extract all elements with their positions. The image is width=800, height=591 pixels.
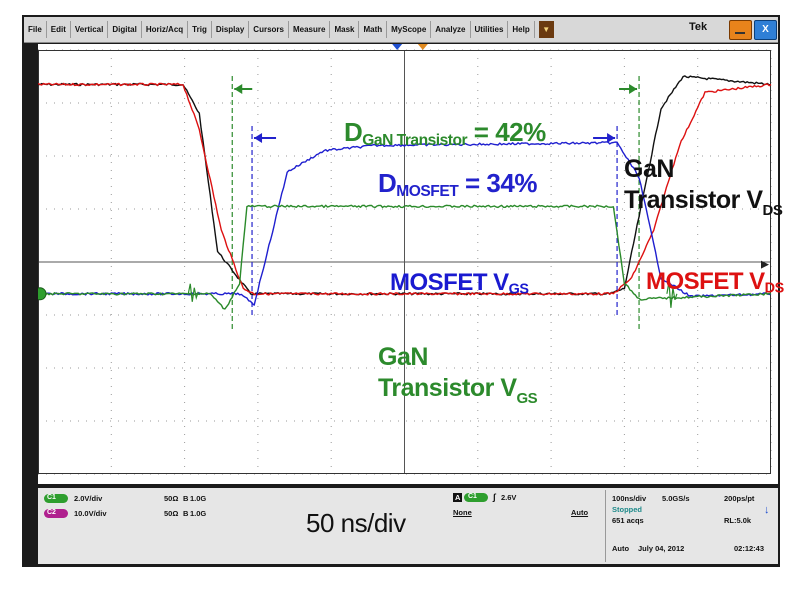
menu-measure[interactable]: Measure bbox=[289, 21, 331, 38]
channel-2-id: C2 bbox=[47, 509, 56, 516]
gan-vgs-ringing-right bbox=[666, 281, 678, 308]
acquisition-count: 651 acqs bbox=[612, 516, 644, 525]
mosfet-duty-cycle-label: DMOSFET = 34% bbox=[378, 168, 537, 200]
menu-vertical[interactable]: Vertical bbox=[71, 21, 109, 38]
mosfet-vgs-label: MOSFET VGS bbox=[390, 269, 529, 298]
tek-logo: Tek bbox=[689, 21, 708, 33]
trigger-source: C1 bbox=[468, 493, 477, 500]
gan-window-arrowhead-left bbox=[234, 84, 243, 94]
trigger-mode-none: None bbox=[453, 508, 472, 517]
status-panel: C1 2.0V/div 50Ω B 1.0G C2 10.0V/div 50Ω … bbox=[38, 488, 778, 564]
trigger-level: 2.6V bbox=[501, 493, 517, 502]
menu-utilities[interactable]: Utilities bbox=[471, 21, 509, 38]
sample-rate: 5.0GS/s bbox=[662, 494, 690, 503]
down-arrow-icon: ↓ bbox=[764, 504, 770, 516]
gan-vgs-ringing-left bbox=[187, 283, 199, 302]
waveform-mosfet-vds bbox=[38, 82, 772, 296]
rising-edge-icon: ∫ bbox=[493, 492, 496, 502]
menu-bar: File Edit Vertical Digital Horiz/Acq Tri… bbox=[24, 17, 778, 43]
channel-1-id: C1 bbox=[47, 494, 56, 501]
waveform-display[interactable]: DGaN Transistor = 42% DMOSFET = 34% MOSF… bbox=[38, 44, 784, 484]
gan-window-arrowhead-right bbox=[629, 84, 638, 94]
time-per-div-label: 50 ns/div bbox=[306, 508, 406, 538]
channel-1-bandwidth: 1.0G bbox=[190, 494, 207, 503]
mosfet-window-arrowhead-left bbox=[254, 133, 263, 143]
channel-2-bandwidth: 1.0G bbox=[190, 509, 207, 518]
mosfet-vds-label: MOSFET VDS bbox=[646, 268, 784, 297]
menu-help[interactable]: Help bbox=[508, 21, 535, 38]
waveform-gan-transistor-vgs bbox=[38, 204, 772, 310]
trigger-position-marker bbox=[392, 44, 403, 50]
channel-1-bandwidth-icon: B bbox=[183, 494, 189, 503]
acquisition-status: Stopped bbox=[612, 505, 642, 514]
acquisition-time: 02:12:43 bbox=[734, 544, 765, 553]
minimize-button[interactable] bbox=[729, 20, 752, 40]
horizontal-position-marker bbox=[417, 44, 428, 50]
channel-2-scale: 10.0V/div bbox=[74, 509, 107, 518]
menu-myscope[interactable]: MyScope bbox=[387, 21, 432, 38]
channel-2-impedance: 50Ω bbox=[164, 509, 179, 518]
dropdown-arrow-icon[interactable]: ▼ bbox=[538, 21, 554, 38]
menu-digital[interactable]: Digital bbox=[108, 21, 142, 38]
gan-duty-cycle-label: DGaN Transistor = 42% bbox=[344, 117, 546, 149]
resolution: 200ps/pt bbox=[724, 494, 755, 503]
channel-1-ground-marker bbox=[38, 287, 47, 301]
menu-mask[interactable]: Mask bbox=[330, 21, 360, 38]
graticule-border bbox=[38, 50, 771, 474]
acquisition-readout[interactable]: 100ns/div 5.0GS/s 200ps/pt Stopped ↓ 651… bbox=[605, 490, 779, 562]
channel-1-badge[interactable] bbox=[44, 494, 68, 503]
menu-trig[interactable]: Trig bbox=[188, 21, 212, 38]
trigger-level-marker bbox=[761, 260, 769, 269]
menu-cursors[interactable]: Cursors bbox=[249, 21, 289, 38]
gan-vds-label: GaN Transistor VDS bbox=[624, 155, 783, 219]
menu-analyze[interactable]: Analyze bbox=[431, 21, 471, 38]
channel-1-scale: 2.0V/div bbox=[74, 494, 103, 503]
menu-math[interactable]: Math bbox=[359, 21, 388, 38]
menu-horiz-acq[interactable]: Horiz/Acq bbox=[142, 21, 189, 38]
mosfet-window-arrowhead-right bbox=[607, 133, 616, 143]
channel-2-bandwidth-icon: B bbox=[183, 509, 189, 518]
gan-vgs-label: GaN Transistor VGS bbox=[378, 343, 538, 407]
trigger-mode-auto: Auto bbox=[571, 508, 589, 517]
trigger-readout[interactable]: A C1 ∫ 2.6V None Auto bbox=[453, 492, 603, 522]
record-length: RL:5.0k bbox=[724, 516, 752, 525]
menu-display[interactable]: Display bbox=[212, 21, 250, 38]
menu-edit[interactable]: Edit bbox=[47, 21, 71, 38]
trigger-label: A bbox=[453, 493, 463, 502]
channel-2-badge[interactable] bbox=[44, 509, 68, 518]
channel-1-impedance: 50Ω bbox=[164, 494, 179, 503]
run-mode: Auto bbox=[612, 544, 630, 553]
horizontal-scale: 100ns/div bbox=[612, 494, 647, 503]
menu-file[interactable]: File bbox=[24, 21, 47, 38]
acquisition-date: July 04, 2012 bbox=[638, 544, 685, 553]
trigger-source-badge bbox=[464, 493, 488, 502]
close-button[interactable]: X bbox=[754, 20, 777, 40]
waveform-plot bbox=[38, 44, 772, 475]
